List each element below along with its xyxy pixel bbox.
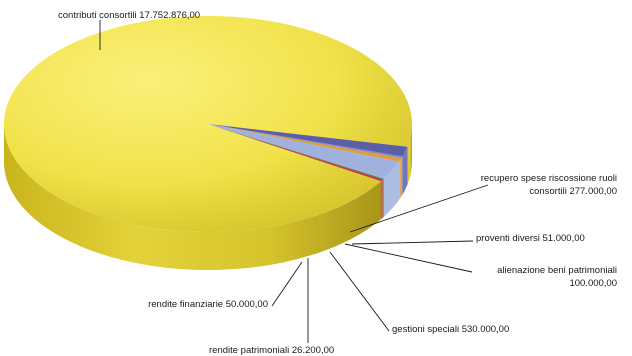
pie-slice — [208, 124, 400, 179]
pie-slice-side — [382, 178, 384, 218]
label-contributi-consortili: contributi consortili 17.752.876,00 — [58, 10, 200, 21]
label-recupero-spese: consortili 277.000,00 — [529, 186, 617, 197]
leader-line — [351, 240, 474, 245]
label-alienazione-beni: alienazione beni patrimoniali — [497, 265, 617, 276]
label-alienazione-beni: 100.000,00 — [569, 278, 617, 289]
pie-slice — [208, 124, 408, 157]
pie-slice — [208, 124, 383, 182]
pie-slice-side — [401, 156, 403, 197]
pie-slice-side — [383, 161, 400, 217]
pie-slice — [208, 124, 402, 162]
pie-slice — [4, 15, 413, 232]
leader-line — [344, 243, 473, 273]
pie-slice-side — [4, 124, 382, 270]
label-recupero-spese: recupero spese riscossione ruoli — [481, 173, 617, 184]
label-proventi-diversi: proventi diversi 51.000,00 — [476, 233, 585, 244]
pie-slice-side — [402, 146, 408, 195]
pie-slice — [208, 124, 384, 180]
label-gestioni-speciali: gestioni speciali 530.000,00 — [392, 324, 509, 335]
label-rendite-finanziarie: rendite finanziarie 50.000,00 — [148, 299, 268, 310]
leader-line — [349, 184, 489, 233]
leader-line — [329, 251, 390, 332]
label-rendite-patrimoniali: rendite patrimoniali 26.200,00 — [209, 345, 334, 356]
pie-slice-side — [407, 124, 412, 185]
leader-line — [271, 261, 303, 307]
pie-slice-side — [381, 179, 383, 220]
pie-slice-side — [399, 158, 402, 200]
pie-slice — [208, 124, 403, 159]
